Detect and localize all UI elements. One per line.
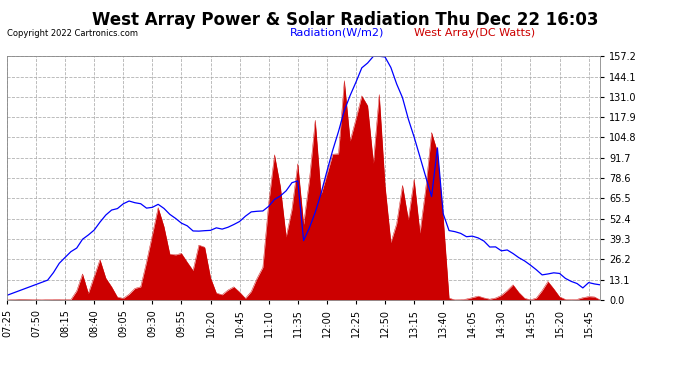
Text: West Array(DC Watts): West Array(DC Watts) (414, 28, 535, 38)
Text: Copyright 2022 Cartronics.com: Copyright 2022 Cartronics.com (7, 28, 138, 38)
Text: Radiation(W/m2): Radiation(W/m2) (290, 28, 384, 38)
Text: West Array Power & Solar Radiation Thu Dec 22 16:03: West Array Power & Solar Radiation Thu D… (92, 11, 598, 29)
